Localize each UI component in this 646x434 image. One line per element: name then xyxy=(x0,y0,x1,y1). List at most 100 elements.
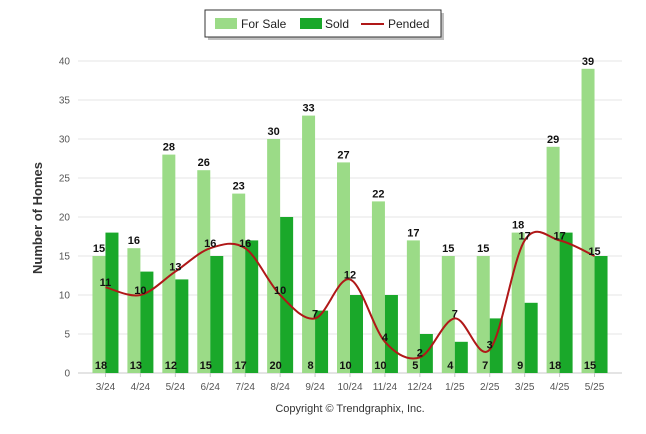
bar-for-sale xyxy=(267,139,281,373)
label-for-sale: 27 xyxy=(337,149,349,161)
label-sold: 20 xyxy=(270,360,282,372)
y-tick-label: 25 xyxy=(59,174,71,185)
label-pended: 11 xyxy=(100,277,112,289)
label-sold: 10 xyxy=(339,360,351,372)
bar-for-sale xyxy=(92,256,106,373)
label-for-sale: 30 xyxy=(268,126,280,138)
y-tick-label: 20 xyxy=(59,213,71,224)
x-tick-label: 9/24 xyxy=(305,382,325,393)
label-for-sale: 39 xyxy=(582,56,594,68)
label-sold: 13 xyxy=(130,360,142,372)
y-tick-label: 15 xyxy=(59,252,71,263)
bar-for-sale xyxy=(232,193,246,373)
label-for-sale: 29 xyxy=(547,134,559,146)
y-axis-label: Number of Homes xyxy=(30,162,45,274)
label-pended: 17 xyxy=(553,230,565,242)
x-tick-label: 7/24 xyxy=(235,382,255,393)
bar-sold xyxy=(315,310,329,373)
label-sold: 15 xyxy=(584,360,596,372)
label-pended: 10 xyxy=(274,285,286,297)
bar-for-sale xyxy=(302,115,316,373)
x-tick-label: 11/24 xyxy=(373,382,398,393)
bar-for-sale xyxy=(441,256,455,373)
legend-label-for-sale[interactable]: For Sale xyxy=(241,17,287,31)
x-axis-ticks: 3/24 4/24 5/24 6/24 7/24 8/24 9/24 10/24 11/24 12… xyxy=(96,373,605,393)
y-tick-label: 40 xyxy=(59,57,71,68)
x-tick-label: 8/24 xyxy=(270,382,290,393)
label-for-sale: 15 xyxy=(477,243,489,255)
bar-sold xyxy=(384,295,398,373)
label-pended: 7 xyxy=(452,308,458,320)
x-tick-label: 12/24 xyxy=(407,382,432,393)
bar-sold xyxy=(105,232,119,373)
label-pended: 3 xyxy=(487,340,493,352)
label-pended: 15 xyxy=(588,246,600,258)
y-tick-label: 10 xyxy=(59,291,71,302)
bar-for-sale xyxy=(127,248,141,373)
bar-for-sale xyxy=(406,240,420,373)
x-tick-label: 5/25 xyxy=(585,382,605,393)
x-tick-label: 4/25 xyxy=(550,382,570,393)
bar-sold xyxy=(210,256,224,373)
bar-for-sale xyxy=(581,68,595,374)
label-sold: 12 xyxy=(165,360,177,372)
label-pended: 4 xyxy=(382,332,389,344)
label-for-sale: 16 xyxy=(128,235,140,247)
bars xyxy=(92,68,608,374)
x-tick-label: 6/24 xyxy=(201,382,221,393)
bar-sold xyxy=(175,279,189,373)
legend-swatch-sold xyxy=(300,18,322,29)
label-for-sale: 28 xyxy=(163,142,175,154)
x-tick-label: 5/24 xyxy=(166,382,186,393)
bar-for-sale xyxy=(337,162,350,373)
copyright-credit: Copyright © Trendgraphix, Inc. xyxy=(275,403,424,415)
label-sold: 18 xyxy=(95,360,107,372)
bar-sold xyxy=(350,295,363,373)
y-axis-ticks: 0 5 10 15 20 25 30 35 40 xyxy=(59,57,71,380)
label-pended: 16 xyxy=(239,238,251,250)
label-pended: 7 xyxy=(312,308,318,320)
label-pended: 13 xyxy=(169,262,181,274)
y-tick-label: 30 xyxy=(59,135,71,146)
label-sold: 8 xyxy=(308,360,314,372)
bar-sold xyxy=(140,271,154,373)
bar-sold xyxy=(280,217,294,373)
data-labels: 15 18 16 13 28 12 26 15 23 17 30 20 33 8 27 10 22 10 17 5 15… xyxy=(93,56,601,372)
label-for-sale: 23 xyxy=(233,181,245,193)
label-pended: 17 xyxy=(519,230,531,242)
bar-for-sale xyxy=(197,170,211,373)
label-sold: 7 xyxy=(482,360,488,372)
bar-sold xyxy=(594,256,608,373)
bar-for-sale xyxy=(546,146,560,373)
label-pended: 10 xyxy=(134,285,146,297)
label-for-sale: 22 xyxy=(372,188,384,200)
x-tick-label: 4/24 xyxy=(131,382,151,393)
x-tick-label: 10/24 xyxy=(337,382,362,393)
label-sold: 5 xyxy=(412,360,418,372)
x-tick-label: 1/25 xyxy=(445,382,465,393)
bar-sold xyxy=(559,232,573,373)
label-for-sale: 15 xyxy=(442,243,454,255)
y-tick-label: 35 xyxy=(59,96,71,107)
bar-sold xyxy=(245,240,259,373)
label-sold: 4 xyxy=(447,360,454,372)
legend-swatch-for-sale xyxy=(215,18,237,29)
label-for-sale: 17 xyxy=(407,227,419,239)
label-for-sale: 33 xyxy=(302,103,314,115)
label-pended: 12 xyxy=(344,269,356,281)
pended-line xyxy=(105,230,595,360)
label-for-sale: 26 xyxy=(198,157,210,169)
label-sold: 15 xyxy=(200,360,212,372)
x-tick-label: 2/25 xyxy=(480,382,500,393)
label-sold: 10 xyxy=(374,360,386,372)
bar-for-sale xyxy=(371,201,385,373)
label-sold: 18 xyxy=(549,360,561,372)
legend-label-sold[interactable]: Sold xyxy=(325,17,349,31)
legend-label-pended[interactable]: Pended xyxy=(388,17,429,31)
x-tick-label: 3/25 xyxy=(515,382,535,393)
bar-sold xyxy=(489,318,503,373)
label-sold: 17 xyxy=(235,360,247,372)
legend[interactable]: For Sale Sold Pended xyxy=(204,9,444,40)
y-tick-label: 0 xyxy=(64,369,70,380)
